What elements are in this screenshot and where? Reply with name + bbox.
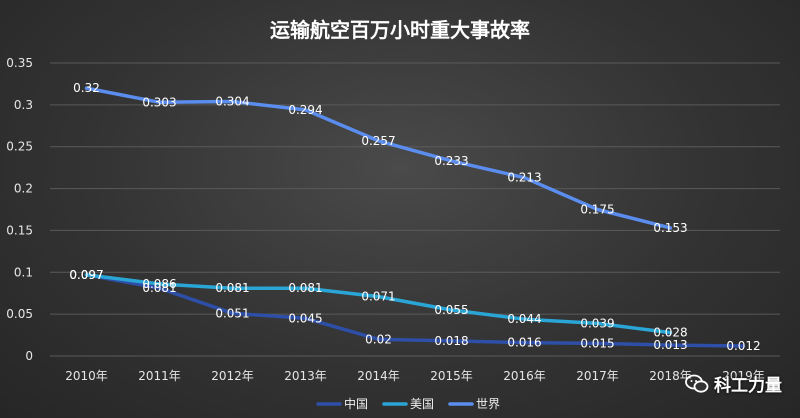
y-tick-label: 0.15 [6,223,33,237]
legend-label: 中国 [344,396,368,411]
data-label: 0.304 [215,95,249,109]
legend: 中国 美国 世界 [316,396,500,411]
chart-title: 运输航空百万小时重大事故率 [270,18,530,42]
data-label: 0.016 [507,336,541,350]
data-label: 0.097 [69,268,103,282]
x-tick-label: 2011年 [138,369,181,383]
data-label: 0.051 [215,306,249,320]
data-label: 0.071 [361,290,395,304]
data-label: 0.044 [507,312,541,326]
gridlines [50,62,780,357]
y-tick-label: 0.05 [6,307,33,321]
y-tick-label: 0.2 [14,182,33,196]
x-tick-label: 2017年 [576,369,619,383]
y-axis-ticks: 0 0.05 0.1 0.15 0.2 0.25 0.3 0.35 [6,56,33,363]
x-tick-label: 2015年 [430,369,473,383]
x-tick-label: 2014年 [357,369,400,383]
data-label: 0.213 [507,171,541,185]
data-label: 0.081 [215,281,249,295]
data-label: 0.294 [288,103,322,117]
x-tick-label: 2018年 [649,369,692,383]
data-label: 0.015 [580,336,614,350]
y-tick-label: 0.1 [14,265,33,279]
watermark-text: 科工力量 [714,376,782,396]
series-line [84,86,673,230]
x-tick-label: 2016年 [503,369,546,383]
legend-label: 美国 [410,397,434,411]
data-label: 0.013 [653,338,687,352]
data-label: 0.32 [73,81,100,95]
y-tick-label: 0 [25,349,33,363]
data-label: 0.012 [726,339,760,353]
x-tick-label: 2010年 [65,369,108,383]
data-labels: 0.097 0.081 0.051 0.045 0.02 0.018 0.016 0.015 0… [69,81,760,353]
x-tick-label: 2012年 [211,369,254,383]
data-label: 0.028 [653,326,687,340]
data-label: 0.097 [69,268,103,282]
y-tick-label: 0.3 [14,98,33,112]
legend-label: 世界 [476,397,500,411]
data-label: 0.02 [365,332,392,346]
data-label: 0.039 [580,316,614,330]
series-line [84,273,746,348]
x-tick-label: 2019年 [722,369,765,383]
y-tick-label: 0.25 [6,140,33,154]
series-line [84,273,673,335]
data-label: 0.233 [434,154,468,168]
x-tick-label: 2013年 [284,369,327,383]
watermark: 科工力量 [685,371,782,396]
data-label: 0.081 [142,281,176,295]
data-label: 0.175 [580,203,614,217]
data-label: 0.045 [288,311,322,325]
data-label: 0.303 [142,95,176,109]
data-label: 0.018 [434,334,468,348]
series-lines [84,86,746,348]
data-label: 0.055 [434,303,468,317]
wechat-icon [685,374,709,393]
data-label: 0.081 [288,281,322,295]
data-label: 0.257 [361,134,395,148]
data-label: 0.086 [142,277,176,291]
x-axis-ticks: 2010年 2011年 2012年 2013年 2014年 2015年 2016年 2017年… [65,369,765,383]
data-label: 0.153 [653,221,687,235]
y-tick-label: 0.35 [6,56,33,70]
